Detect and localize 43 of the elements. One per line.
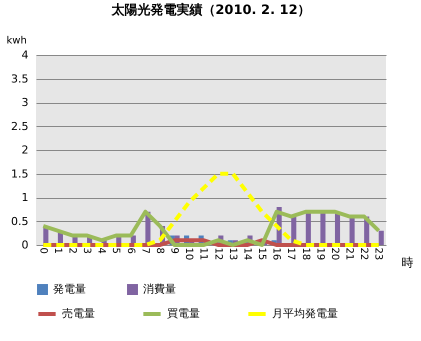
- x-tick-label: 20: [328, 248, 340, 260]
- x-tick-label: 14: [241, 248, 252, 260]
- x-tick-label: 10: [183, 248, 194, 260]
- x-tick-label: 16: [270, 248, 282, 260]
- y-tick-label: 1.5: [11, 167, 28, 180]
- y-tick-label: 0.5: [11, 214, 28, 228]
- x-tick-label: 3: [81, 248, 92, 254]
- x-tick-label: 22: [358, 248, 370, 260]
- y-tick-label: 2.5: [11, 120, 28, 133]
- x-tick-label: 8: [154, 248, 165, 254]
- x-tick-label: 2: [66, 248, 78, 254]
- y-tick-label: 2: [22, 144, 28, 156]
- x-tick-label: 7: [139, 248, 150, 254]
- x-tick-label: 18: [300, 248, 311, 260]
- x-tick-label: 23: [372, 248, 384, 260]
- y-tick-label: 1: [22, 191, 28, 204]
- chart-title: 太陽光発電実績（2010. 2. 12）: [110, 2, 311, 18]
- y-axis-title: kwh: [6, 36, 27, 46]
- x-tick-label: 4: [96, 248, 107, 254]
- y-tick-label: 4: [22, 48, 28, 62]
- legend-label: 発電量: [53, 282, 86, 296]
- x-tick-label: 21: [344, 248, 355, 260]
- line-series: [41, 210, 381, 247]
- x-tick-label: 9: [168, 248, 180, 254]
- y-tick-label: 3: [22, 96, 28, 109]
- x-tick-label: 13: [226, 248, 238, 260]
- x-tick-label: 6: [124, 248, 136, 254]
- legend-label: 消費量: [143, 282, 176, 296]
- x-tick-label: 17: [285, 248, 296, 260]
- bar: [378, 230, 384, 245]
- legend-label: 売電量: [62, 307, 95, 320]
- x-tick-label: 12: [212, 248, 224, 260]
- x-tick-label: 5: [110, 248, 122, 254]
- x-tick-label: 0: [37, 248, 48, 254]
- x-tick-label: 11: [198, 248, 209, 260]
- legend-label: 月平均発電量: [272, 307, 338, 320]
- x-tick-label: 15: [256, 248, 268, 260]
- x-tick-label: 19: [314, 248, 326, 260]
- y-tick-label: 3.5: [11, 72, 28, 86]
- x-axis-title: 時: [402, 256, 414, 270]
- legend-label: 買電量: [167, 307, 200, 320]
- line-series: [41, 172, 381, 247]
- x-tick-label: 1: [52, 248, 63, 254]
